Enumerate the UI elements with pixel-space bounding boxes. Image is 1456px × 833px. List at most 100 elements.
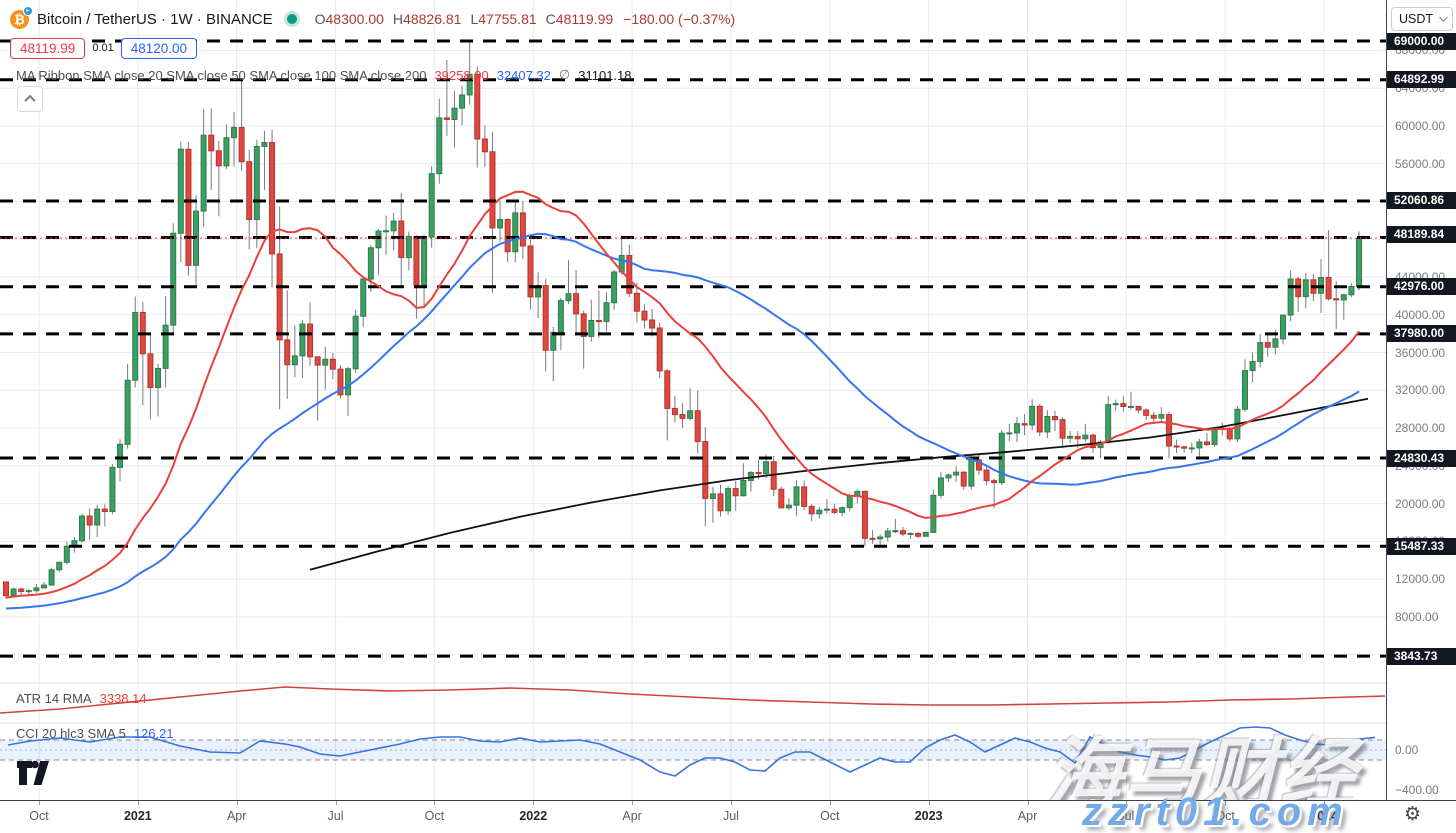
price-axis[interactable]: USDT 68000.0064000.0060000.0056000.00520… [1386,0,1456,800]
symbol-title[interactable]: Bitcoin / TetherUS · 1W · BINANCE [37,10,273,28]
candle [595,319,602,323]
time-axis[interactable]: Oct 2021 Apr Jul Oct 2022 Apr Jul Oct 2023 Apr Jul O… [0,800,1456,833]
price-level-label: 48189.84 [1387,225,1456,243]
ma-ribbon-legend[interactable]: MA Ribbon SMA close 20 SMA close 50 SMA … [16,67,632,83]
ohlc-values: O48300.00 H48826.81 L47755.81 C48119.99 [315,11,614,27]
candle [33,587,40,592]
candle [1029,405,1036,426]
atr-title: ATR 14 RMA [16,691,92,706]
currency-dropdown[interactable]: USDT [1391,7,1453,31]
candle [1249,361,1256,372]
candle [649,319,656,329]
candle [246,161,253,221]
candle [398,220,405,259]
candle [360,278,367,317]
time-tick [1324,801,1326,805]
candle [223,137,230,167]
candle [611,271,618,304]
candle [497,218,504,229]
candle [1006,432,1013,435]
sell-button[interactable]: 48119.99 [10,37,86,59]
time-tick [236,801,238,805]
sma200-value: 31101.18 [578,67,632,83]
candle [1279,314,1286,340]
market-status-dot-icon[interactable] [286,14,297,24]
candle [975,459,982,471]
sma50-line [5,232,1360,610]
candle [869,537,876,540]
candle [846,495,853,509]
price-tick: 56000.00 [1395,156,1446,171]
time-tick [533,801,535,805]
candle [633,292,640,312]
candle [177,148,184,234]
gear-icon[interactable]: ⚙ [1404,804,1422,825]
chevron-down-icon [1439,13,1448,22]
candle [86,515,93,526]
candle [816,509,823,515]
time-tick [1027,801,1029,805]
time-label-month: Oct [820,809,840,823]
atr-legend[interactable]: ATR 14 RMA 3338.14 [16,691,147,706]
price-tick: 8000.00 [1395,609,1439,624]
candle [390,220,397,232]
candle [345,368,352,396]
price-level-label: 42976.00 [1387,278,1456,296]
candle [740,479,747,497]
candle [1082,434,1089,440]
candle [588,319,595,337]
buy-button[interactable]: 48120.00 [120,37,198,59]
ohlc-item: O48300.00 [314,11,384,27]
candle [1173,445,1180,448]
candle [573,293,580,315]
quote-row: 48119.99 0.01 48120.00 [10,35,198,61]
candle [1165,414,1172,447]
exchange-badge-icon: ▸ [23,5,33,16]
candle [983,469,990,482]
candle [953,471,960,476]
candle [1356,237,1362,287]
candle [1325,277,1332,300]
time-label-year: 2023 [914,809,943,823]
sma100-value: ∅ [558,67,571,82]
candle [291,355,298,366]
candle [155,367,162,389]
cci-legend[interactable]: CCI 20 hlc3 SMA 5 126.21 [16,726,174,741]
candle [101,508,108,513]
candle [261,142,268,147]
candle [557,300,564,333]
candle [626,255,633,294]
candle [930,494,937,533]
candle [1074,435,1081,440]
candle [1226,428,1233,440]
candle [968,459,975,487]
candle [1272,338,1279,348]
candle [1021,423,1028,426]
candle [208,134,215,152]
candle [1059,419,1066,439]
candle [671,407,678,416]
candle [1112,403,1119,406]
candle [421,236,428,286]
candle [1196,441,1203,449]
collapse-legend-button[interactable] [17,86,43,112]
bitcoin-glyph: ₿ [14,11,25,27]
symbol-legend[interactable]: ₿ ▸ Bitcoin / TetherUS · 1W · BINANCE O4… [10,5,735,30]
candle [1241,370,1248,410]
candle [1302,279,1309,298]
time-tick [137,801,139,805]
chart-canvas[interactable] [0,0,1386,800]
atr-line [0,686,1386,714]
candle [231,126,238,139]
time-tick [829,801,831,805]
tradingview-logo[interactable] [16,760,50,786]
candle [1036,405,1043,433]
time-label-month: Oct [424,809,445,823]
candle [664,370,671,409]
price-level-label: 24830.43 [1387,449,1456,467]
candle [489,151,496,229]
candle [1067,435,1074,439]
candle [709,493,716,499]
candle [1340,294,1347,301]
